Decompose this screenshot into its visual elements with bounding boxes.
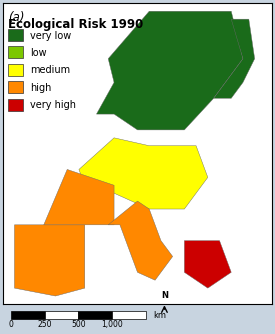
- Text: 500: 500: [71, 321, 86, 329]
- Bar: [8, 29, 23, 41]
- Text: low: low: [30, 48, 46, 58]
- Bar: [8, 81, 23, 93]
- Text: Ecological Risk 1990: Ecological Risk 1990: [8, 18, 143, 31]
- Text: 1,000: 1,000: [101, 321, 123, 329]
- Text: N: N: [161, 291, 168, 300]
- Text: km: km: [154, 311, 167, 320]
- Text: very low: very low: [30, 30, 71, 40]
- Polygon shape: [44, 169, 114, 225]
- Bar: [112, 311, 145, 319]
- Bar: [8, 64, 23, 76]
- Bar: [8, 99, 23, 111]
- Text: 0: 0: [9, 321, 13, 329]
- Polygon shape: [97, 11, 243, 130]
- Text: 250: 250: [37, 321, 52, 329]
- Polygon shape: [184, 241, 231, 288]
- Text: medium: medium: [30, 65, 70, 75]
- Polygon shape: [79, 138, 208, 209]
- Polygon shape: [15, 225, 85, 296]
- Polygon shape: [214, 19, 255, 98]
- Polygon shape: [108, 201, 173, 280]
- Text: very high: very high: [30, 100, 76, 110]
- Text: high: high: [30, 83, 51, 93]
- Text: (a): (a): [8, 11, 25, 24]
- Bar: [11, 311, 45, 319]
- Bar: [8, 46, 23, 58]
- Bar: [78, 311, 112, 319]
- Bar: [45, 311, 78, 319]
